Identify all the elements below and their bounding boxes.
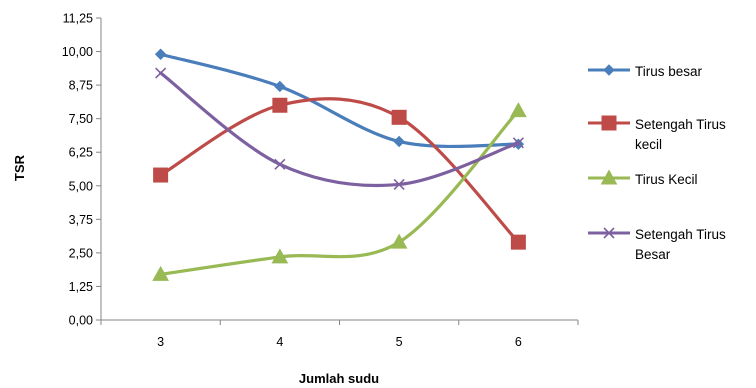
legend-label: Setengah Tirus [635,117,726,132]
x-axis: 3 4 5 6 [100,319,579,349]
y-tick-label: 1,25 [69,280,93,294]
data-point-setengah-tirus-kecil [272,97,288,113]
series-lines [152,48,527,281]
series-line-tirus-kecil [159,109,520,276]
data-point-tirus-kecil [390,233,408,249]
legend-item-tirus-besar: Tirus besar [586,60,756,80]
series-line-tirus-besar [159,52,520,149]
legend-marker-tirus-kecil [600,169,618,185]
data-point-tirus-kecil [510,102,527,118]
legend-item-setengah-tirus-kecil: Setengah Tirus kecil [586,113,756,152]
y-tick-label: 3,75 [69,213,93,227]
data-point-setengah-tirus-kecil [153,167,169,183]
y-tick-label: 2,50 [69,246,93,260]
legend-swatch-tirus-kecil [588,169,630,185]
legend-marker-tirus-besar [603,64,615,76]
y-tick-label: 0,00 [69,314,93,328]
legend-label-line2: kecil [635,137,663,152]
data-point-setengah-tirus-kecil [510,234,526,250]
data-point-setengah-tirus-besar [512,137,524,149]
series-setengah-tirus-besar [155,67,524,191]
legend-swatch-setengah-tirus-kecil [588,115,630,131]
x-axis-title: Jumlah sudu [299,371,379,386]
data-point-tirus-besar [393,135,405,148]
data-point-tirus-kecil [271,248,289,264]
y-tick-label: 8,75 [69,79,93,93]
data-point-tirus-kecil [152,265,169,281]
x-tick-label: 6 [515,335,522,349]
data-point-setengah-tirus-kecil [391,109,407,125]
x-tick-label: 4 [276,335,283,349]
legend-label: Setengah Tirus [635,227,726,242]
y-tick-label: 11,25 [63,12,93,26]
x-tick-label: 3 [157,335,164,349]
data-point-setengah-tirus-besar [274,158,286,170]
data-point-setengah-tirus-besar [393,178,405,191]
data-point-tirus-besar [154,48,167,60]
data-point-tirus-besar [274,80,286,93]
legend-label-line2: Besar [635,247,671,262]
legend-item-tirus-kecil: Tirus Kecil [586,168,756,188]
y-tick-label: 10,00 [62,45,93,59]
legend-swatch-tirus-besar [588,64,630,76]
data-point-setengah-tirus-besar [155,67,167,79]
y-axis-title: TSR [12,154,27,181]
y-tick-label: 6,25 [69,146,93,160]
y-tick-label: 7,50 [69,112,93,126]
series-line-setengah-tirus-kecil [159,97,520,244]
x-tick-label: 5 [396,335,403,349]
series-setengah-tirus-kecil [153,97,526,250]
series-line-setengah-tirus-besar [159,71,520,188]
legend-marker-setengah-tirus-kecil [601,115,617,131]
legend-swatch-setengah-tirus-besar [588,227,630,239]
legend-item-setengah-tirus-besar: Setengah Tirus Besar [586,223,756,262]
legend-marker-setengah-tirus-besar [603,227,615,239]
series-tirus-kecil [152,102,527,281]
legend-label: Tirus Kecil [635,172,698,187]
legend-label: Tirus besar [635,64,703,79]
y-tick-label: 5,00 [69,179,93,193]
y-axis: 0,00 1,25 2,50 3,75 5,00 6,25 7,50 8,75 10,00 11,… [62,12,102,328]
